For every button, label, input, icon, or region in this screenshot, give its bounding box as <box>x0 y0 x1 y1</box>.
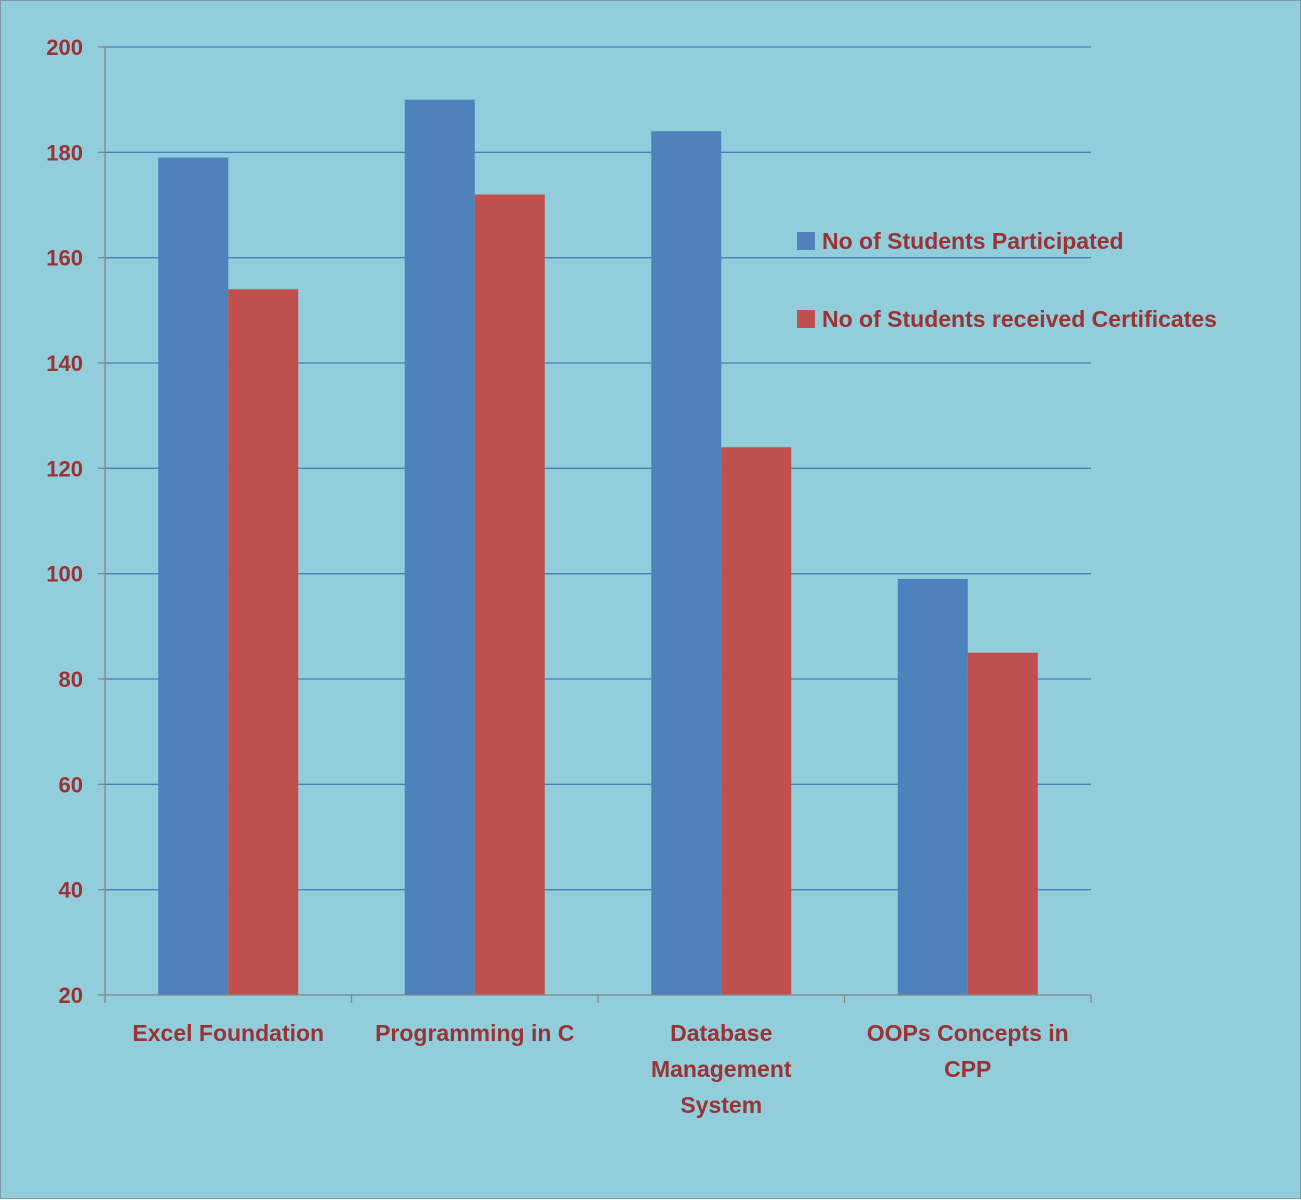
legend: No of Students Participated No of Student… <box>797 228 1217 332</box>
y-tick-label: 20 <box>59 983 83 1008</box>
y-tick-label: 40 <box>59 878 83 903</box>
legend-swatch <box>797 310 815 328</box>
x-category-label: Excel Foundation <box>132 1020 324 1046</box>
bar-participated <box>404 99 475 995</box>
legend-swatch <box>797 232 815 250</box>
bar-participated <box>897 578 968 995</box>
bar-certificates <box>721 447 792 995</box>
legend-label: No of Students received Certificates <box>822 306 1217 332</box>
legend-label: No of Students Participated <box>822 228 1124 254</box>
y-tick-label: 120 <box>46 456 83 481</box>
axes <box>98 46 1092 1003</box>
x-category-label: Programming in C <box>375 1020 574 1046</box>
x-category-labels: Excel Foundation Programming in C Database… <box>132 1020 1068 1118</box>
y-tick-label: 200 <box>46 35 83 60</box>
bar-certificates <box>228 289 299 995</box>
y-tick-label: 160 <box>46 246 83 271</box>
bar-certificates <box>474 194 545 995</box>
x-category-label: Database Management System <box>651 1020 792 1118</box>
bar-certificates <box>967 652 1038 995</box>
bars <box>158 99 1038 996</box>
bar-participated <box>651 131 722 995</box>
x-category-label: OOPs Concepts in CPP <box>867 1020 1069 1082</box>
bar-participated <box>158 157 229 996</box>
y-tick-label: 100 <box>46 562 83 587</box>
y-tick-label: 180 <box>46 140 83 165</box>
y-tick-label: 140 <box>46 351 83 376</box>
y-tick-label: 60 <box>59 772 83 797</box>
y-tick-label: 80 <box>59 667 83 692</box>
y-tick-labels: 20 40 60 80 100 120 140 160 180 200 <box>46 35 83 1008</box>
